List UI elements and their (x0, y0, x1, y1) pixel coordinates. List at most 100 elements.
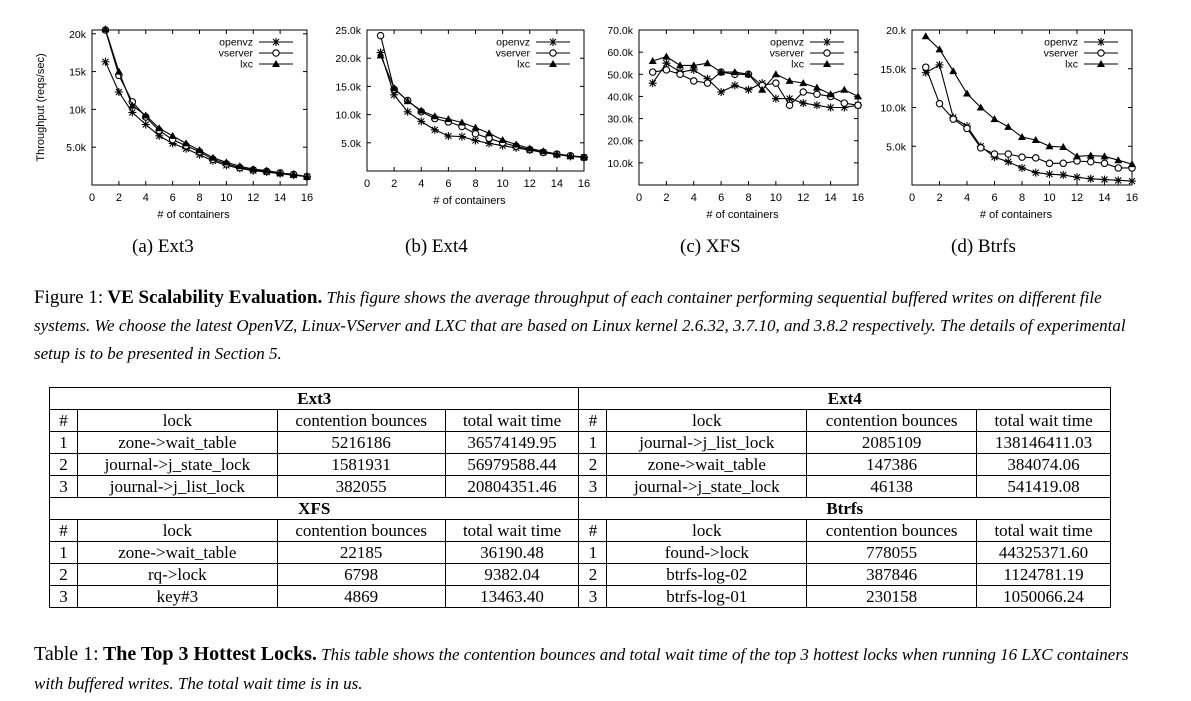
point-openvz (1086, 174, 1095, 183)
point-openvz (785, 94, 794, 103)
table-cell: journal->j_list_lock (606, 431, 808, 454)
point-vserver (854, 101, 862, 110)
point-vserver (1018, 153, 1026, 161)
x-tick-label: 6 (718, 192, 724, 204)
table-cell: 138146411.03 (976, 431, 1111, 454)
table-cell: 36190.48 (444, 541, 580, 564)
x-tick-label: 14 (825, 192, 837, 204)
table-cell: 387846 (806, 563, 978, 586)
point-openvz (114, 88, 123, 96)
x-tick-label: 2 (936, 192, 942, 204)
figure-1-charts: 0 2 4 6 8 10 12 14 16 5.0k 10k 15k 20k # of container… (35, 25, 1138, 221)
point-openvz (1018, 163, 1026, 172)
legend-label: vserver (770, 48, 805, 60)
x-tick-label: 0 (89, 192, 95, 204)
point-lxc (276, 168, 285, 176)
point-openvz (155, 131, 164, 140)
x-tick-label: 4 (964, 192, 970, 204)
legend-marker-lxc (823, 60, 831, 67)
y-tick-label: 20.k (886, 25, 907, 37)
legend-marker-vserver (549, 49, 557, 57)
table-column-header: # (578, 519, 608, 542)
table-row: 3 key#3 4869 13463.40 3 btrfs-log-01 230158 105… (49, 585, 1111, 608)
point-lxc (249, 165, 258, 173)
series-line-openvz (652, 62, 859, 109)
point-lxc (771, 70, 780, 78)
y-tick-label: 10.0k (607, 158, 633, 170)
point-openvz (648, 79, 657, 88)
point-vserver (772, 79, 780, 87)
point-openvz (717, 88, 726, 96)
point-openvz (485, 139, 494, 148)
table-cell: 3 (578, 475, 608, 498)
legend-label: lxc (791, 59, 804, 71)
table-cell: 2 (578, 453, 608, 476)
table-cell: 3 (578, 585, 608, 608)
point-vserver (1045, 159, 1054, 168)
table-cell: 147386 (806, 453, 978, 476)
figure-1: 0 2 4 6 8 10 12 14 16 5.0k 10k 15k 20k # of container… (0, 0, 1191, 270)
point-lxc (430, 112, 439, 120)
point-lxc (235, 162, 244, 170)
table-cell: found->lock (606, 541, 808, 564)
point-lxc (498, 135, 507, 143)
x-tick-label: 2 (663, 192, 669, 204)
y-tick-label: 20k (69, 29, 87, 41)
point-openvz (826, 103, 835, 112)
point-lxc (990, 115, 999, 123)
table-cell: 6798 (276, 563, 446, 586)
table-row: 3 journal->j_list_lock 382055 20804351.46 3 j… (49, 475, 1111, 498)
point-lxc (840, 85, 849, 93)
y-axis-label: Throughput (reqs/sec) (35, 53, 47, 161)
series-line-vserver (652, 69, 859, 107)
point-lxc (471, 123, 480, 131)
table-cell: 36574149.95 (444, 431, 580, 454)
point-openvz (1100, 175, 1109, 184)
table-column-header: lock (606, 519, 808, 542)
table-cell: zone->wait_table (76, 541, 278, 564)
subcaption-b: (b) Ext4 (405, 236, 468, 257)
table-cell: journal->j_list_lock (76, 475, 278, 498)
table-caption: Table 1: The Top 3 Hottest Locks. This t… (34, 640, 1159, 698)
point-openvz (457, 132, 466, 141)
x-tick-label: 8 (745, 192, 751, 204)
x-tick-label: 2 (116, 192, 122, 204)
point-openvz (168, 139, 177, 148)
x-axis-label: # of containers (157, 209, 230, 221)
x-tick-label: 16 (301, 192, 313, 204)
table-section-title: Ext3 (48, 387, 580, 410)
x-tick-label: 14 (551, 178, 563, 190)
point-lxc (444, 115, 453, 123)
point-lxc (114, 67, 123, 75)
series-line-vserver (925, 67, 1132, 169)
point-lxc (1128, 160, 1136, 168)
chart-ext4: 0 2 4 6 8 10 12 14 16 5.0k 10.0k 15.0k 20.0k 25.0k # o… (335, 25, 590, 207)
point-openvz (1059, 170, 1068, 179)
table-caption-label: Table 1: (34, 643, 99, 665)
point-lxc (1073, 152, 1081, 160)
x-axis-label: # of containers (706, 209, 779, 221)
table-row: 2 journal->j_state_lock 1581931 56979588.44… (49, 453, 1111, 476)
legend-marker-lxc (549, 60, 557, 67)
x-tick-label: 12 (797, 192, 809, 204)
y-tick-label: 15.0k (880, 64, 906, 76)
point-openvz (812, 101, 821, 110)
table-cell: 384074.06 (976, 453, 1111, 476)
point-openvz (730, 81, 739, 90)
x-tick-label: 6 (170, 192, 176, 204)
legend-marker-vserver (823, 49, 831, 57)
point-lxc (289, 170, 298, 178)
table-caption-title: The Top 3 Hottest Locks. (102, 643, 317, 665)
point-vserver (689, 77, 698, 85)
point-vserver (976, 144, 985, 152)
x-tick-label: 12 (247, 192, 259, 204)
series-line-openvz (380, 52, 585, 159)
table-column-header-row: # lock contention bounces total wait time # l… (49, 409, 1111, 432)
point-lxc (717, 68, 726, 76)
table-column-header-row: # lock contention bounces total wait time # l… (49, 519, 1111, 542)
table-cell: key#3 (76, 585, 278, 608)
point-vserver (799, 88, 807, 96)
table-column-header: # (49, 409, 78, 432)
table-row: 1 zone->wait_table 22185 36190.48 1 found->lo… (49, 541, 1111, 564)
point-lxc (744, 70, 753, 78)
